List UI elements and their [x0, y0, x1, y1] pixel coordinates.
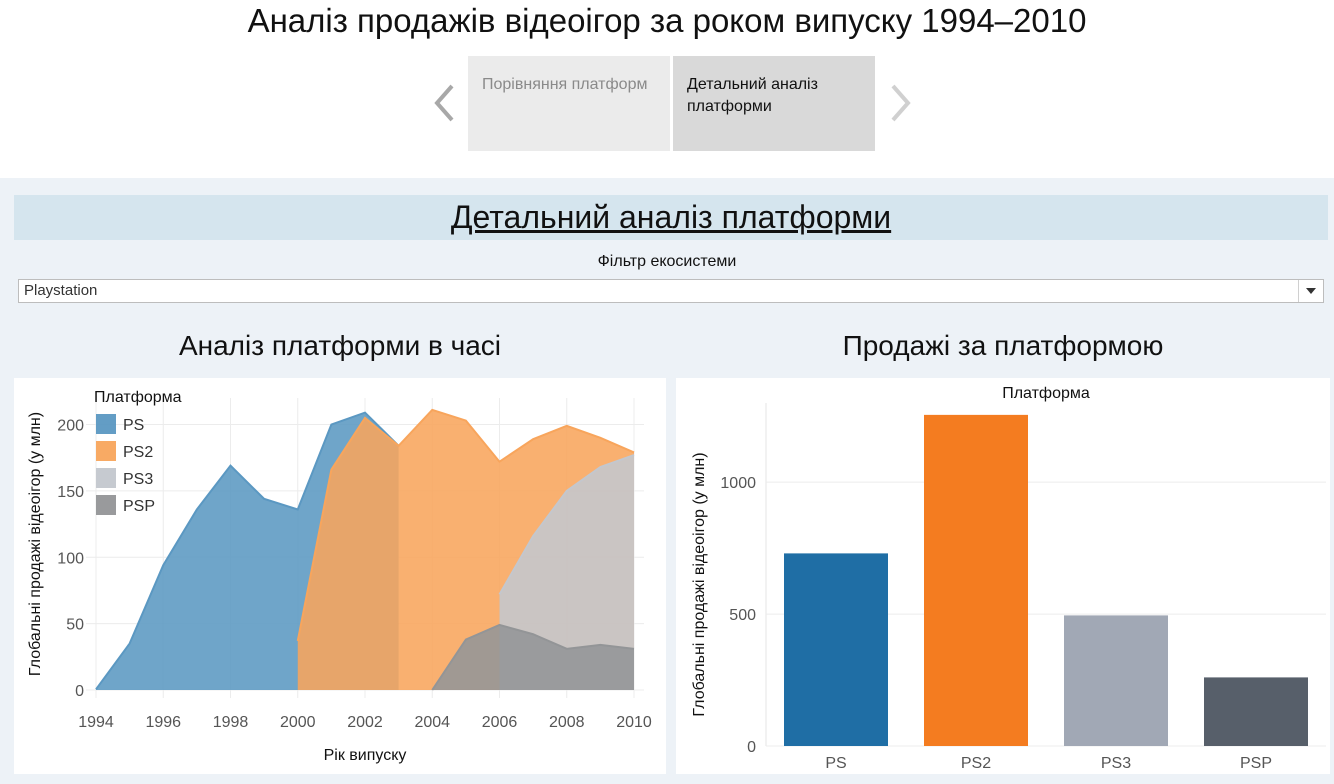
- y-tick-label: 150: [57, 484, 84, 501]
- legend-swatch-ps3: [96, 468, 116, 488]
- x-axis-label: Рік випуску: [324, 747, 407, 764]
- x-tick-label: 2000: [280, 714, 316, 731]
- x-axis-title: Платформа: [1002, 385, 1090, 402]
- y-axis-label: Глобальні продажі відеоігор (у млн): [27, 412, 44, 676]
- y-axis-label: Глобальні продажі відеоігор (у млн): [691, 452, 708, 716]
- x-tick-label: 2010: [616, 714, 652, 731]
- prev-story-button[interactable]: [425, 80, 465, 126]
- x-tick-label: PS2: [961, 755, 991, 772]
- ecosystem-filter-select[interactable]: Playstation: [18, 279, 1324, 303]
- bar-chart: 0 500 1000 PS PS2 PS3 PSP Платформа Глобальні пр…: [691, 385, 1326, 772]
- x-tick-label: 1994: [78, 714, 114, 731]
- area-ps3: [499, 455, 634, 690]
- area-chart-panel: 1994 1996 1998 2000 2002 2004 2006 2008 2010 0 50 1…: [14, 378, 666, 774]
- section-title: Детальний аналіз платформи: [450, 199, 892, 235]
- bar-ps2: [924, 414, 1028, 746]
- legend-label-ps2: PS2: [123, 444, 153, 461]
- dashboard-area: Детальний аналіз платформи Фільтр екосис…: [0, 178, 1334, 784]
- section-banner: Детальний аналіз платформи: [14, 195, 1328, 240]
- line-ps3: [498, 454, 635, 595]
- area-chart-title: Аналіз платформи в часі: [178, 330, 502, 361]
- bar-chart-panel: 0 500 1000 PS PS2 PS3 PSP Платформа Глобальні пр…: [676, 378, 1330, 774]
- x-tick-label: 2008: [549, 714, 585, 731]
- x-tick-label: 2002: [347, 714, 383, 731]
- x-tick-label: 1996: [145, 714, 181, 731]
- line-psp: [431, 623, 635, 691]
- x-tick-label: PSP: [1240, 755, 1272, 772]
- legend-title: Платформа: [94, 389, 182, 406]
- y-tick-label: 50: [66, 617, 84, 634]
- dropdown-arrow-icon[interactable]: [1298, 280, 1323, 302]
- line-ps: [95, 411, 400, 690]
- bar-ps3: [1064, 615, 1168, 746]
- y-tick-label: 0: [747, 739, 756, 756]
- chevron-left-icon: [434, 84, 454, 122]
- y-tick-label: 500: [729, 607, 756, 624]
- x-tick-label: 2004: [414, 714, 450, 731]
- tab-platform-comparison[interactable]: Порівняння платформ: [468, 56, 670, 151]
- line-ps2: [296, 408, 635, 642]
- bar-chart-title: Продажі за платформою: [842, 330, 1164, 361]
- legend-label-psp: PSP: [123, 498, 155, 515]
- legend-label-ps3: PS3: [123, 471, 153, 488]
- chevron-right-icon: [891, 84, 911, 122]
- legend-swatch-ps2: [96, 441, 116, 461]
- bar-ps: [784, 553, 888, 746]
- bar-psp: [1204, 677, 1308, 746]
- x-tick-label: 1998: [213, 714, 249, 731]
- filter-label: Фільтр екосистеми: [597, 253, 737, 270]
- next-story-button[interactable]: [880, 80, 920, 126]
- tab-platform-detail[interactable]: Детальний аналіз платформи: [673, 56, 875, 151]
- y-tick-label: 100: [57, 550, 84, 567]
- dashboard-title: Аналіз продажів відеоігор за роком випус…: [247, 2, 1087, 39]
- filter-value: Playstation: [24, 282, 98, 299]
- legend-swatch-psp: [96, 495, 116, 515]
- y-tick-label: 0: [75, 683, 84, 700]
- y-tick-label: 1000: [720, 475, 756, 492]
- x-tick-label: PS: [825, 755, 846, 772]
- area-psp: [432, 624, 634, 690]
- x-tick-label: PS3: [1101, 755, 1131, 772]
- area-chart: 1994 1996 1998 2000 2002 2004 2006 2008 2010 0 50 1…: [27, 389, 652, 764]
- legend-swatch-ps: [96, 414, 116, 434]
- legend-label-ps: PS: [123, 417, 144, 434]
- x-tick-label: 2006: [482, 714, 518, 731]
- y-tick-label: 200: [57, 418, 84, 435]
